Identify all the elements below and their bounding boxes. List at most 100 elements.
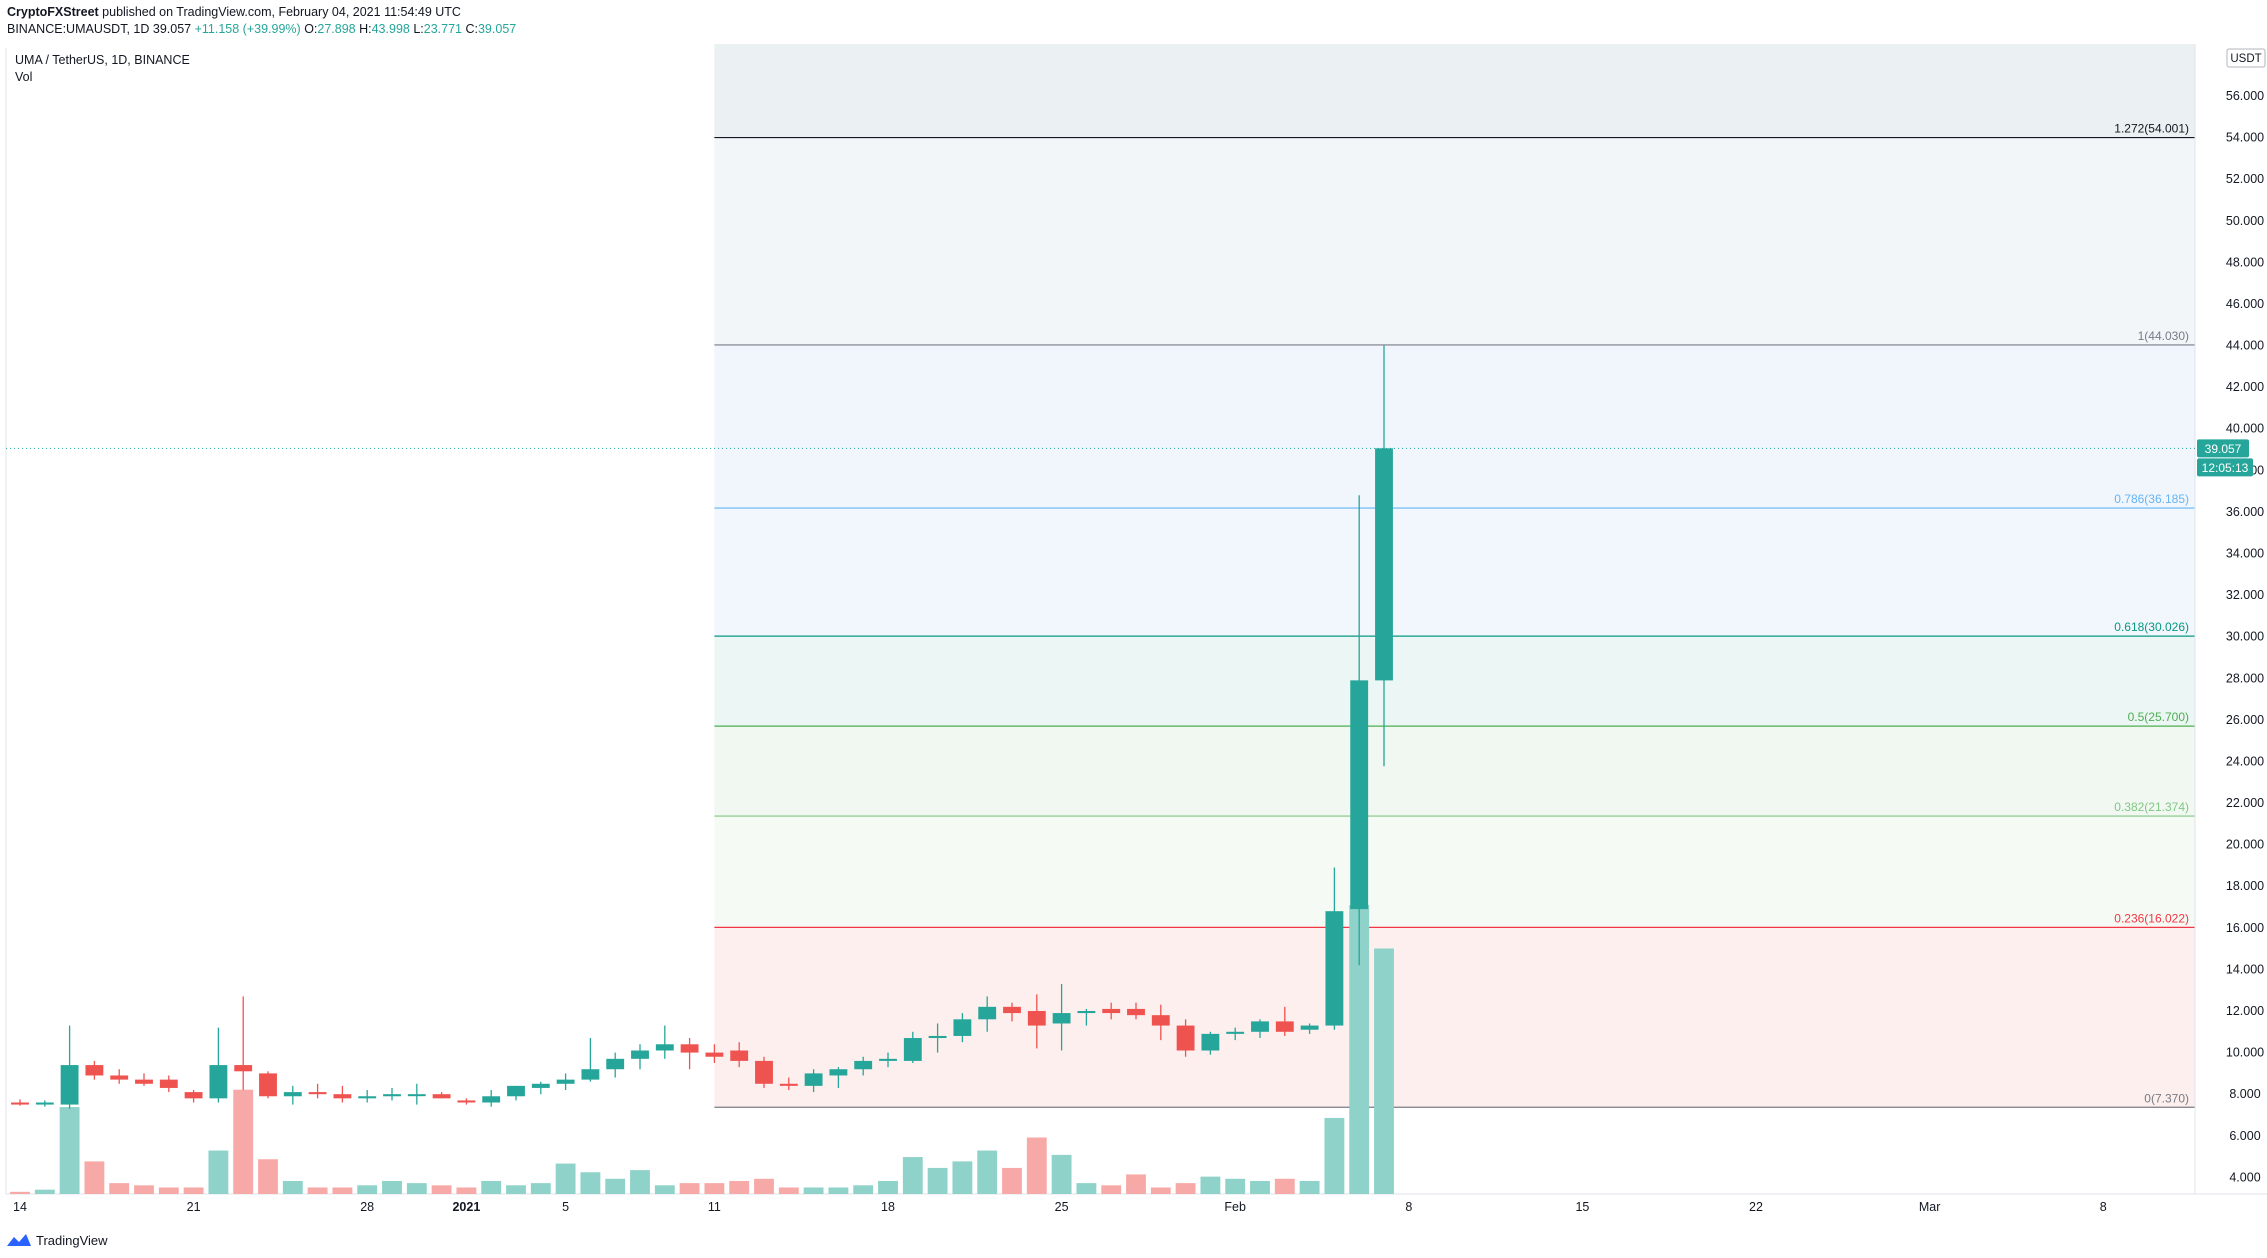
candle-body	[1102, 1008, 1121, 1014]
time-tick-label: 2021	[452, 1200, 480, 1214]
price-tick-label: 32.000	[2226, 588, 2264, 602]
volume-bar	[1225, 1178, 1246, 1194]
volume-bar	[1002, 1167, 1022, 1194]
volume-bar	[1250, 1180, 1270, 1194]
fib-zone	[714, 816, 2195, 928]
candle-body	[60, 1065, 79, 1105]
price-tick-label: 56.000	[2226, 89, 2264, 103]
fibonacci-retracement[interactable]: 0(7.370) 0.236(16.022) 0.382(21.374) 0.5(25…	[714, 44, 2195, 1108]
volume-bar	[952, 1161, 973, 1194]
volume-bar	[1101, 1185, 1122, 1194]
publisher-line: CryptoFXStreet published on TradingView.…	[7, 5, 461, 19]
time-tick-label: Feb	[1224, 1200, 1246, 1214]
fib-zone	[714, 927, 2195, 1108]
fib-zone	[714, 726, 2195, 817]
volume-bar	[1150, 1187, 1171, 1194]
candle-body	[879, 1058, 897, 1061]
candle-body	[1052, 1013, 1071, 1024]
volume-bar	[729, 1180, 750, 1194]
candle-body	[457, 1100, 476, 1103]
volume-bar	[282, 1180, 303, 1194]
volume-bar	[208, 1150, 229, 1194]
candle-body	[1027, 1010, 1046, 1026]
price-tick-label: 16.000	[2226, 921, 2264, 935]
candle-body	[1201, 1033, 1220, 1051]
publisher-name[interactable]: CryptoFXStreet	[7, 5, 99, 19]
volume-bar	[778, 1187, 799, 1194]
candle-body	[903, 1038, 922, 1061]
price-tick-label: 30.000	[2226, 630, 2264, 644]
volume-bar	[1349, 905, 1370, 1194]
volume-bar	[481, 1180, 502, 1194]
volume-bar	[382, 1180, 402, 1194]
fib-level-label: 1(44.030)	[2138, 329, 2189, 343]
time-tick-label: 25	[1055, 1200, 1069, 1214]
candle-body	[333, 1094, 352, 1099]
volume-bar	[506, 1185, 526, 1194]
price-tick-label: 6.000	[2229, 1129, 2260, 1143]
volume-bar	[1126, 1174, 1146, 1194]
candle-body	[159, 1079, 178, 1088]
price-tick-label: 36.000	[2226, 505, 2264, 519]
time-tick-label: 14	[13, 1200, 27, 1214]
price-tick-label: 10.000	[2226, 1046, 2264, 1060]
tradingview-branding[interactable]: TradingView	[6, 1232, 108, 1248]
candle-body	[11, 1102, 29, 1105]
published-text: published on TradingView.com, February 0…	[102, 5, 461, 19]
time-tick-label: 18	[881, 1200, 895, 1214]
price-tick-label: 54.000	[2226, 131, 2264, 145]
price-tick-label: 50.000	[2226, 214, 2264, 228]
candle-body	[730, 1050, 749, 1061]
high-value: 43.998	[371, 22, 410, 36]
price-tick-label: 40.000	[2226, 422, 2264, 436]
volume-bar	[34, 1189, 55, 1194]
fib-level-label: 0.786(36.185)	[2114, 492, 2189, 506]
price-tick-label: 4.000	[2229, 1170, 2260, 1184]
candle-body	[978, 1006, 997, 1020]
volume-bar	[803, 1187, 824, 1194]
volume-bars	[10, 905, 1394, 1194]
fib-zone	[714, 44, 2195, 138]
symbol-label: BINANCE:UMAUSDT, 1D	[7, 22, 150, 36]
low-value: 23.771	[423, 22, 462, 36]
candle-body	[531, 1083, 550, 1088]
candle-body	[482, 1096, 501, 1103]
candle-body	[209, 1065, 228, 1099]
candle-body	[928, 1035, 947, 1039]
fib-zone	[714, 636, 2195, 727]
candle-body	[283, 1092, 302, 1097]
candle-body	[135, 1079, 153, 1084]
close-label: C:	[465, 22, 478, 36]
volume-bar	[977, 1150, 998, 1194]
volume-bar	[580, 1172, 601, 1194]
volume-bar	[1175, 1183, 1196, 1194]
candle-body	[705, 1052, 724, 1057]
time-tick-label: 5	[562, 1200, 569, 1214]
candle-body	[1127, 1008, 1145, 1016]
candle-body	[110, 1075, 129, 1080]
volume-bar	[1324, 1117, 1345, 1194]
volume-bar	[853, 1185, 874, 1194]
price-tick-label: 12.000	[2226, 1004, 2264, 1018]
candle-body	[854, 1060, 873, 1070]
candle-body	[1375, 448, 1393, 681]
volume-bar	[1076, 1183, 1097, 1194]
volume-bar	[555, 1163, 576, 1194]
price-tick-label: 24.000	[2226, 754, 2264, 768]
volume-bar	[927, 1167, 948, 1194]
candle-body	[953, 1019, 972, 1036]
candle-body	[234, 1065, 253, 1072]
fib-zone	[714, 137, 2195, 345]
volume-bar	[332, 1187, 353, 1194]
candle-body	[35, 1102, 54, 1105]
current-price-label: 39.057	[2205, 442, 2242, 456]
volume-bar	[406, 1183, 427, 1194]
fib-level-label: 0.382(21.374)	[2114, 800, 2189, 814]
price-tick-label: 44.000	[2226, 339, 2264, 353]
candle-body	[1325, 911, 1344, 1026]
current-price-badge	[2197, 439, 2249, 458]
price-tick-label: 52.000	[2226, 172, 2264, 186]
candle-body	[655, 1044, 674, 1051]
candle-body	[184, 1092, 203, 1099]
